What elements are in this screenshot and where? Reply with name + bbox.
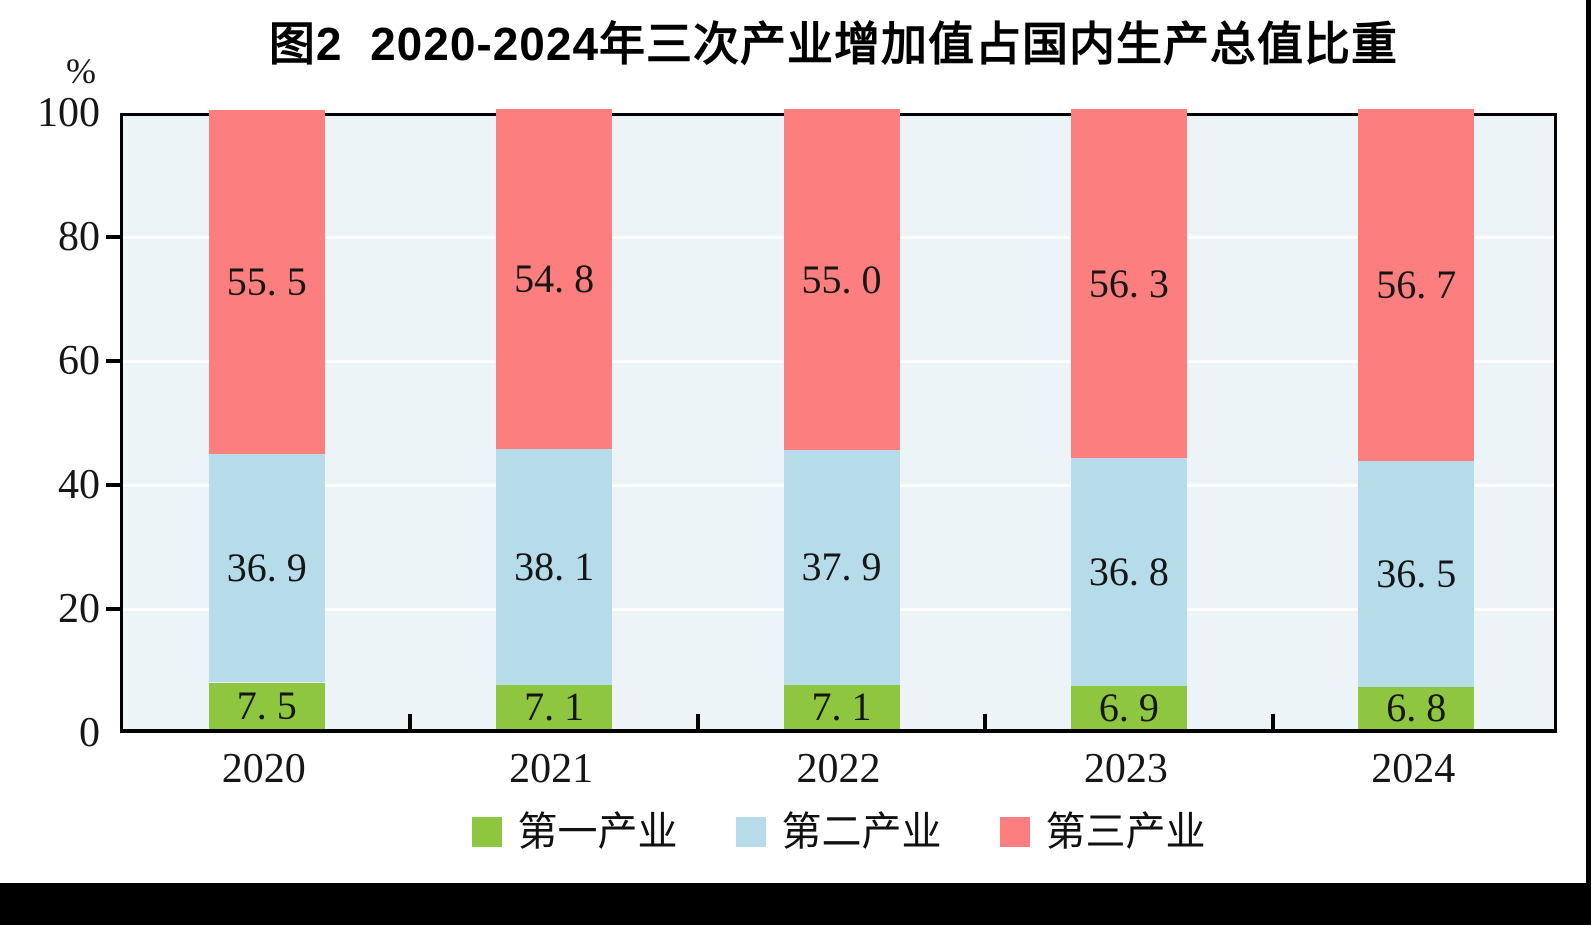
bar-segment-2022-第二产业: 37. 9 xyxy=(783,450,900,685)
x-axis-label-2023: 2023 xyxy=(1083,746,1168,792)
legend-swatch-icon xyxy=(999,817,1030,847)
y-tick-80 xyxy=(106,235,121,239)
y-axis-label-100: 100 xyxy=(37,90,100,136)
bar-segment-2022-第一产业: 7. 1 xyxy=(783,683,900,729)
legend-swatch-icon xyxy=(471,817,502,847)
bar-segment-2024-第一产业: 6. 8 xyxy=(1358,684,1475,730)
legend-item-第一产业: 第一产业 xyxy=(471,810,678,854)
x-tick-boundary-1 xyxy=(408,714,413,729)
x-tick-boundary-4 xyxy=(1270,714,1275,729)
x-tick-boundary-2 xyxy=(695,714,700,729)
legend-item-第二产业: 第二产业 xyxy=(735,810,942,854)
data-label-2024-第三产业: 56. 7 xyxy=(1376,261,1457,307)
data-label-2020-第二产业: 36. 9 xyxy=(226,545,307,591)
plot-area: 7. 5 36. 9 55. 5 7. 1 38. 1 54. 8 7. 1 37. 9 55.… xyxy=(120,109,1557,733)
bar-segment-2024-第三产业: 56. 7 xyxy=(1358,109,1475,461)
data-label-2022-第二产业: 37. 9 xyxy=(801,544,882,590)
data-label-2021-第二产业: 38. 1 xyxy=(514,543,595,589)
y-axis-label-0: 0 xyxy=(79,710,100,756)
data-label-2022-第一产业: 7. 1 xyxy=(811,683,872,729)
legend: 第一产业 第二产业 第三产业 xyxy=(120,812,1557,852)
data-label-2023-第一产业: 6. 9 xyxy=(1098,684,1159,730)
x-tick-boundary-3 xyxy=(983,714,988,729)
bar-segment-2024-第二产业: 36. 5 xyxy=(1358,460,1475,687)
x-axis-label-2021: 2021 xyxy=(509,746,594,792)
right-black-strip xyxy=(1586,0,1591,925)
bar-segment-2020-第三产业: 55. 5 xyxy=(208,109,325,454)
y-axis-label-80: 80 xyxy=(58,214,100,260)
data-label-2024-第一产业: 6. 8 xyxy=(1386,684,1447,730)
bottom-black-strip xyxy=(0,883,1591,925)
y-axis-label-60: 60 xyxy=(58,338,100,384)
x-axis-label-2020: 2020 xyxy=(221,746,306,792)
bar-segment-2022-第三产业: 55. 0 xyxy=(783,109,900,450)
bar-segment-2021-第三产业: 54. 8 xyxy=(496,109,613,449)
data-label-2021-第三产业: 54. 8 xyxy=(514,255,595,301)
data-label-2020-第三产业: 55. 5 xyxy=(226,258,307,304)
legend-label: 第三产业 xyxy=(1045,810,1206,854)
legend-swatch-icon xyxy=(735,817,766,847)
data-label-2024-第二产业: 36. 5 xyxy=(1376,550,1457,596)
y-tick-40 xyxy=(106,483,121,487)
bar-segment-2023-第二产业: 36. 8 xyxy=(1070,458,1187,687)
y-tick-20 xyxy=(106,607,121,611)
y-axis-label-40: 40 xyxy=(58,462,100,508)
data-label-2023-第二产业: 36. 8 xyxy=(1088,549,1169,595)
bar-segment-2023-第一产业: 6. 9 xyxy=(1070,684,1187,730)
data-label-2022-第三产业: 55. 0 xyxy=(801,256,882,302)
y-axis-label-20: 20 xyxy=(58,586,100,632)
data-label-2020-第一产业: 7. 5 xyxy=(236,682,297,728)
chart-title: 图2 2020-2024年三次产业增加值占国内生产总值比重 xyxy=(268,18,1399,70)
bar-segment-2021-第二产业: 38. 1 xyxy=(496,448,613,685)
bar-segment-2020-第一产业: 7. 5 xyxy=(208,682,325,729)
data-label-2023-第三产业: 56. 3 xyxy=(1088,260,1169,306)
data-label-2021-第一产业: 7. 1 xyxy=(524,683,585,729)
x-axis-label-2024: 2024 xyxy=(1371,746,1456,792)
legend-label: 第二产业 xyxy=(781,810,942,854)
bar-segment-2023-第三产业: 56. 3 xyxy=(1070,109,1187,459)
y-tick-60 xyxy=(106,359,121,363)
y-axis-unit-label: % xyxy=(66,51,96,91)
x-axis-label-2022: 2022 xyxy=(796,746,881,792)
legend-item-第三产业: 第三产业 xyxy=(999,810,1206,854)
bar-segment-2020-第二产业: 36. 9 xyxy=(208,453,325,683)
bar-segment-2021-第一产业: 7. 1 xyxy=(496,683,613,729)
legend-label: 第一产业 xyxy=(517,810,678,854)
